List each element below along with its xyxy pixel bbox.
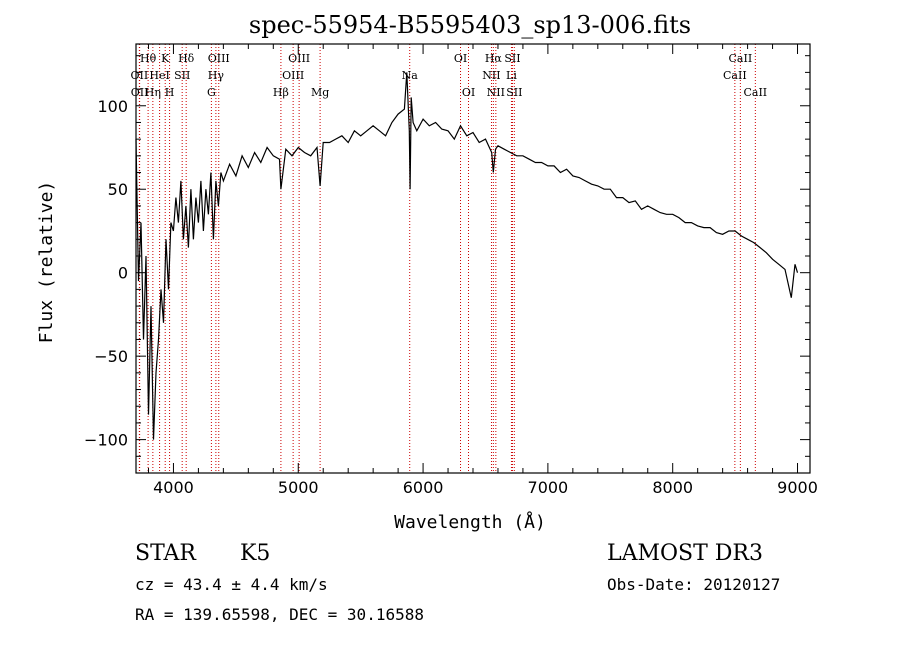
y-tick-label: 100: [97, 97, 128, 116]
y-axis-label: Flux (relative): [36, 181, 57, 344]
y-axis: −100 −50 0 50 100: [84, 55, 810, 457]
line-marker-label: SII: [504, 52, 520, 65]
x-tick-label: 4000: [153, 478, 194, 497]
line-marker-label: K: [161, 52, 170, 65]
spectrum-line: [135, 72, 799, 440]
line-marker-label: H: [165, 86, 175, 99]
x-tick-label: 5000: [278, 478, 319, 497]
line-marker-label: Hδ: [178, 52, 195, 65]
x-tick-label: 7000: [528, 478, 569, 497]
plot-frame: [135, 43, 811, 474]
line-marker-label: CaII: [729, 52, 753, 65]
x-axis-label: Wavelength (Å): [394, 511, 546, 533]
line-marker-label: OIII: [282, 69, 304, 82]
line-marker-label: OII: [131, 69, 149, 82]
line-marker-label: Hα: [485, 52, 503, 65]
line-marker-label: Hθ: [140, 52, 157, 65]
line-marker-label: NII: [482, 69, 500, 82]
line-marker-label: Na: [402, 69, 419, 82]
line-marker-label: OIII: [208, 52, 230, 65]
line-marker-label: Hγ: [208, 69, 225, 82]
redshift-cz: cz = 43.4 ± 4.4 km/s: [135, 575, 328, 594]
x-axis: 4000 5000 6000 7000 8000 9000: [147, 44, 818, 497]
survey-name: LAMOST DR3: [607, 541, 763, 566]
y-tick-label: −100: [84, 431, 128, 450]
object-subclass: K5: [240, 541, 270, 566]
line-marker-label: OI: [454, 52, 467, 65]
x-tick-label: 9000: [777, 478, 818, 497]
line-marker-label: NII: [487, 86, 505, 99]
line-marker-label: Hη: [145, 86, 161, 99]
x-tick-label: 8000: [652, 478, 693, 497]
line-marker-label: SII: [174, 69, 190, 82]
line-marker-label: SII: [506, 86, 522, 99]
y-tick-label: 0: [118, 264, 128, 283]
object-class: STAR: [135, 541, 197, 566]
obs-date: Obs-Date: 20120127: [607, 575, 780, 594]
line-marker-label: Mg: [311, 86, 329, 99]
chart-title: spec-55954-B5595403_sp13-006.fits: [249, 11, 691, 39]
line-marker-label: Li: [506, 69, 517, 82]
ra-dec: RA = 139.65598, DEC = 30.16588: [135, 605, 424, 624]
line-marker-label: CaII: [743, 86, 767, 99]
line-marker-label: G: [207, 86, 216, 99]
y-tick-label: 50: [108, 180, 128, 199]
line-marker-label: Hβ: [273, 86, 289, 99]
line-marker-label: OII: [131, 86, 149, 99]
line-markers: [138, 44, 756, 473]
line-marker-label: OIII: [288, 52, 310, 65]
x-tick-label: 6000: [403, 478, 444, 497]
line-marker-label: OI: [462, 86, 475, 99]
y-tick-label: −50: [94, 347, 128, 366]
line-marker-label: HeI: [149, 69, 169, 82]
line-marker-label: CaII: [723, 69, 747, 82]
